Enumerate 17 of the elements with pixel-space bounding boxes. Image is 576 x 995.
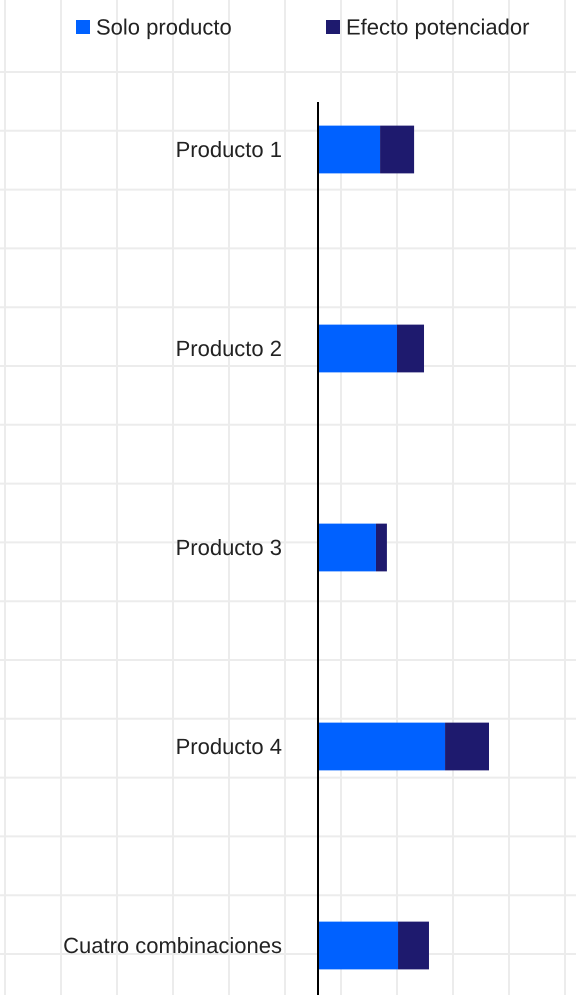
bar: [318, 922, 398, 970]
y-tick-label: Producto 3: [176, 535, 282, 560]
legend-label: Solo producto: [96, 14, 232, 40]
y-tick-label: Cuatro combinaciones: [63, 933, 282, 958]
bar: [376, 524, 387, 572]
bar: [318, 324, 397, 372]
bar: [445, 722, 489, 770]
bar: [380, 126, 414, 174]
bar: [318, 524, 376, 572]
bar: [398, 922, 429, 970]
y-tick-label: Producto 1: [176, 137, 282, 162]
legend-label: Efecto potenciador: [346, 14, 530, 40]
y-tick-label: Producto 4: [176, 734, 282, 760]
bar: [318, 722, 446, 770]
bar: [397, 324, 424, 372]
y-tick-label: Producto 2: [176, 336, 282, 362]
bar: [318, 126, 380, 174]
